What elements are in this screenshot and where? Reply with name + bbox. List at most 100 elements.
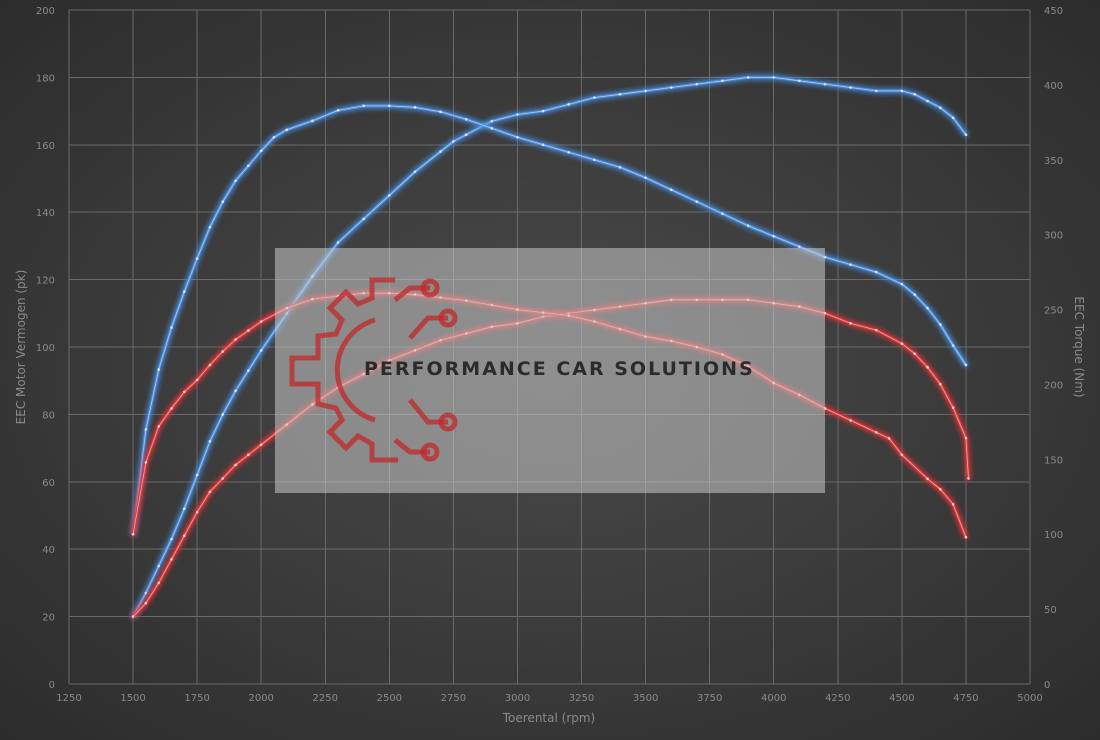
data-point: [593, 158, 596, 162]
data-point: [144, 461, 148, 464]
data-point: [362, 104, 366, 108]
data-point: [951, 406, 955, 409]
y-left-tick-label: 140: [36, 208, 55, 219]
y-left-tick-label: 80: [42, 410, 55, 421]
data-point: [939, 323, 942, 326]
data-point: [798, 79, 801, 83]
x-tick-label: 4750: [953, 693, 978, 704]
data-point: [900, 89, 904, 93]
y-left-tick-label: 180: [36, 73, 55, 84]
data-point: [618, 92, 622, 96]
x-tick-label: 4000: [761, 693, 786, 704]
data-point: [516, 136, 519, 139]
data-point: [234, 179, 237, 183]
y-left-tick-label: 160: [36, 141, 55, 152]
data-point: [208, 440, 212, 443]
data-point: [195, 510, 199, 514]
data-point: [772, 234, 776, 238]
data-point: [285, 128, 289, 132]
data-point: [183, 507, 186, 511]
data-point: [939, 106, 942, 110]
series-2: [131, 104, 968, 536]
series-line-highlight: [132, 105, 967, 535]
y-left-tick-label: 20: [42, 613, 55, 624]
data-point: [388, 194, 391, 197]
x-tick-label: 1500: [120, 693, 145, 704]
data-point: [439, 150, 442, 153]
data-point: [336, 109, 340, 112]
data-point: [951, 344, 955, 347]
x-tick-label: 3250: [569, 693, 594, 704]
y-right-tick-label: 250: [1044, 306, 1063, 317]
data-point: [221, 413, 225, 416]
data-point: [157, 425, 160, 428]
data-point: [964, 363, 968, 367]
data-point: [208, 225, 212, 229]
data-point: [964, 535, 968, 539]
y-left-tick-label: 60: [42, 478, 55, 489]
x-tick-label: 3750: [697, 693, 722, 704]
data-point: [695, 200, 699, 204]
grid: [68, 9, 1031, 685]
data-point: [247, 329, 250, 332]
data-point: [259, 149, 263, 153]
y-right-tick-label: 0: [1044, 680, 1050, 691]
data-point: [170, 558, 173, 561]
data-point: [913, 352, 916, 356]
data-point: [221, 350, 225, 353]
data-point: [772, 76, 776, 79]
x-tick-label: 2000: [248, 693, 273, 704]
data-point: [644, 176, 647, 180]
data-point: [939, 382, 942, 386]
data-point: [849, 263, 852, 266]
data-point: [247, 369, 250, 372]
x-axis-title: Toerental (rpm): [502, 711, 595, 725]
data-point: [170, 537, 173, 541]
y-right-tick-label: 300: [1044, 231, 1063, 242]
data-point: [951, 502, 955, 506]
data-point: [669, 188, 673, 192]
x-tick-label: 3000: [505, 693, 530, 704]
data-point: [926, 365, 929, 369]
x-tick-label: 4250: [825, 693, 850, 704]
y-right-tick-label: 450: [1044, 6, 1063, 17]
x-tick-label: 4500: [889, 693, 914, 704]
data-point: [913, 293, 916, 296]
data-point: [388, 104, 391, 108]
data-point: [157, 581, 160, 585]
data-point: [464, 118, 468, 121]
data-point: [183, 290, 186, 293]
y-right-tick-label: 100: [1044, 530, 1063, 541]
x-tick-label: 1750: [184, 693, 209, 704]
y-axis-right-title: EEC Torque (Nm): [1072, 296, 1086, 397]
data-point: [593, 96, 596, 99]
series-line-highlight: [132, 77, 967, 617]
data-point: [913, 92, 916, 96]
y-left-tick-label: 120: [36, 276, 55, 287]
data-point: [208, 363, 212, 367]
y-right-tick-label: 400: [1044, 81, 1063, 92]
x-tick-label: 2250: [313, 693, 338, 704]
data-point: [208, 490, 212, 494]
data-point: [157, 368, 160, 371]
data-point: [900, 453, 904, 457]
watermark: PERFORMANCE CAR SOLUTIONS: [275, 248, 825, 493]
x-tick-label: 1250: [56, 693, 81, 704]
data-point: [413, 170, 417, 174]
data-point: [183, 390, 186, 394]
data-point: [900, 342, 904, 345]
x-tick-label: 2750: [441, 693, 466, 704]
data-point: [900, 282, 904, 286]
data-point: [157, 564, 160, 568]
data-point: [336, 241, 340, 244]
gear-circuit-logo-icon: [289, 277, 458, 463]
data-point: [964, 133, 968, 136]
data-point: [195, 257, 199, 260]
tick-labels: 1250 1500 1750 2000 2250 2500 2750 3000 3250 3500…: [36, 6, 1063, 704]
y-right-tick-label: 50: [1044, 605, 1057, 616]
data-point: [887, 437, 891, 440]
data-point: [144, 601, 148, 605]
data-point: [695, 82, 699, 86]
brand-name: PERFORMANCE CAR SOLUTIONS: [364, 358, 755, 380]
y-axis-left-title: EEC Motor Vermogen (pk): [14, 270, 28, 425]
